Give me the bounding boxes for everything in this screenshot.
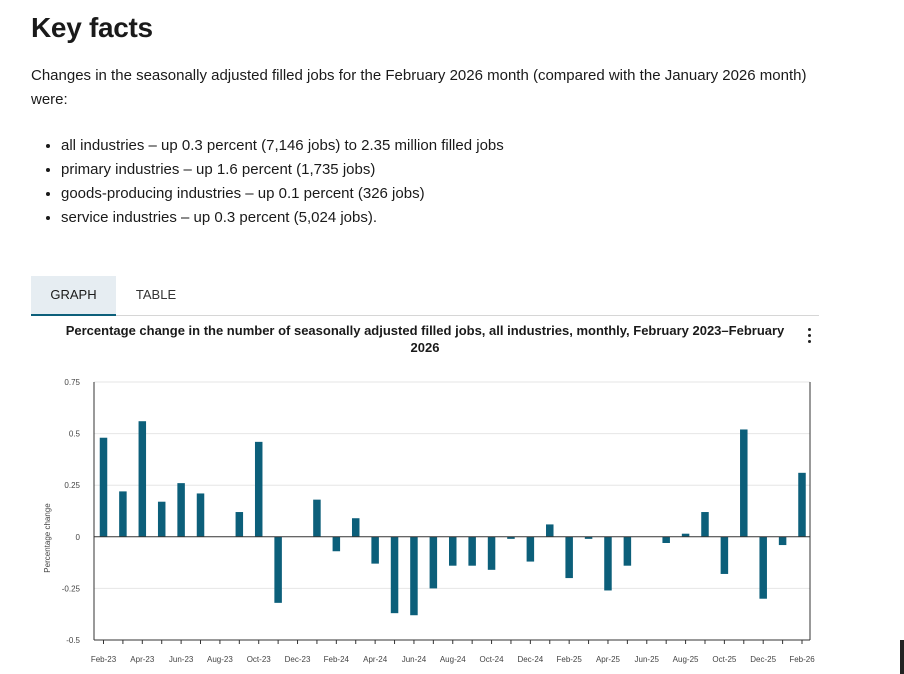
bar-Sep-25 bbox=[701, 512, 709, 537]
x-tick-label: Dec-23 bbox=[285, 655, 311, 664]
y-tick-label: 0.5 bbox=[69, 430, 81, 439]
x-tick-label: Feb-24 bbox=[324, 655, 350, 664]
x-tick-label: Apr-23 bbox=[130, 655, 155, 664]
y-axis-title: Percentage change bbox=[43, 503, 52, 573]
bar-May-24 bbox=[390, 536, 399, 614]
x-tick-label: Aug-23 bbox=[207, 655, 233, 664]
page-heading: Key facts bbox=[31, 12, 153, 43]
x-tick-label: Apr-24 bbox=[363, 655, 388, 664]
menu-dot bbox=[807, 339, 811, 343]
bar-Dec-24 bbox=[526, 536, 535, 562]
bar-Jan-24 bbox=[313, 499, 321, 537]
x-tick-label: Oct-23 bbox=[247, 655, 272, 664]
bar-Feb-25 bbox=[565, 536, 573, 579]
x-tick-label: Oct-25 bbox=[712, 655, 737, 664]
bar-Jul-23 bbox=[196, 493, 205, 537]
tab-graph[interactable]: GRAPH bbox=[31, 276, 116, 316]
scrollbar-edge bbox=[900, 640, 904, 674]
x-tick-label: Dec-25 bbox=[750, 655, 776, 664]
fact-item-all-industries: all industries – up 0.3 percent (7,146 j… bbox=[61, 134, 504, 158]
x-tick-label: Feb-26 bbox=[789, 655, 815, 664]
more-vertical-icon[interactable] bbox=[800, 324, 818, 346]
bar-Dec-25 bbox=[759, 536, 767, 599]
x-tick-label: Aug-25 bbox=[673, 655, 699, 664]
bar-chart: 0.75 0.5 0.25 0 -0.25 -0.5 Feb-23 Apr-23 Jun-23 A… bbox=[43, 378, 815, 664]
bar-Jun-24 bbox=[410, 536, 418, 616]
bar-Feb-23 bbox=[99, 437, 108, 537]
x-tick-label: Feb-25 bbox=[556, 655, 582, 664]
chart-axes: 0.75 0.5 0.25 0 -0.25 -0.5 Feb-23 Apr-23 Jun-23 A… bbox=[62, 378, 815, 664]
x-tick-label: Jun-25 bbox=[635, 655, 660, 664]
chart-bars bbox=[99, 421, 806, 616]
bar-May-23 bbox=[157, 501, 166, 537]
bar-Jul-24 bbox=[429, 536, 438, 589]
menu-dot bbox=[807, 327, 811, 331]
x-tick-label: Jun-24 bbox=[402, 655, 427, 664]
x-tick-label: Feb-23 bbox=[91, 655, 117, 664]
bar-Nov-23 bbox=[274, 536, 282, 603]
x-tick-label: Dec-24 bbox=[517, 655, 543, 664]
tab-table[interactable]: TABLE bbox=[135, 287, 177, 302]
bar-May-25 bbox=[623, 536, 632, 566]
bar-Jan-25 bbox=[546, 524, 554, 537]
menu-dot bbox=[807, 333, 811, 337]
fact-item-goods-producing: goods-producing industries – up 0.1 perc… bbox=[61, 182, 504, 206]
intro-paragraph: Changes in the seasonally adjusted fille… bbox=[31, 67, 807, 108]
x-tick-label: Aug-24 bbox=[440, 655, 466, 664]
bar-Mar-25 bbox=[584, 536, 593, 539]
bar-Feb-26 bbox=[798, 472, 806, 537]
y-tick-label: 0 bbox=[76, 533, 81, 542]
bar-Sep-24 bbox=[468, 536, 476, 566]
x-tick-label: Apr-25 bbox=[596, 655, 621, 664]
bar-Jun-23 bbox=[177, 483, 185, 537]
chart-title: Percentage change in the number of seaso… bbox=[65, 323, 785, 355]
fact-item-primary-industries: primary industries – up 1.6 percent (1,7… bbox=[61, 158, 504, 182]
bar-Oct-23 bbox=[254, 441, 263, 537]
bar-Aug-24 bbox=[449, 536, 457, 566]
bar-Mar-23 bbox=[119, 491, 127, 537]
bar-Apr-24 bbox=[371, 536, 379, 564]
bar-Oct-24 bbox=[487, 536, 496, 570]
y-tick-label: -0.5 bbox=[66, 636, 80, 645]
bar-Aug-25 bbox=[681, 533, 690, 537]
bar-Oct-25 bbox=[720, 536, 729, 574]
key-facts-list: all industries – up 0.3 percent (7,146 j… bbox=[31, 134, 504, 230]
x-tick-label: Jun-23 bbox=[169, 655, 194, 664]
bar-Nov-25 bbox=[740, 429, 748, 537]
bar-Mar-24 bbox=[351, 518, 360, 537]
view-tabs: GRAPH TABLE bbox=[31, 276, 819, 316]
x-tick-label: Oct-24 bbox=[480, 655, 505, 664]
bar-Apr-23 bbox=[138, 421, 147, 537]
fact-item-service-industries: service industries – up 0.3 percent (5,0… bbox=[61, 206, 504, 230]
y-tick-label: -0.25 bbox=[62, 584, 81, 593]
bar-Feb-24 bbox=[332, 536, 341, 552]
bar-Apr-25 bbox=[604, 536, 612, 591]
y-tick-label: 0.25 bbox=[64, 481, 80, 490]
bar-Jan-26 bbox=[778, 536, 787, 546]
y-tick-label: 0.75 bbox=[64, 378, 80, 387]
bar-Jul-25 bbox=[662, 536, 670, 543]
bar-Sep-23 bbox=[235, 512, 244, 537]
bar-Nov-24 bbox=[507, 536, 515, 539]
